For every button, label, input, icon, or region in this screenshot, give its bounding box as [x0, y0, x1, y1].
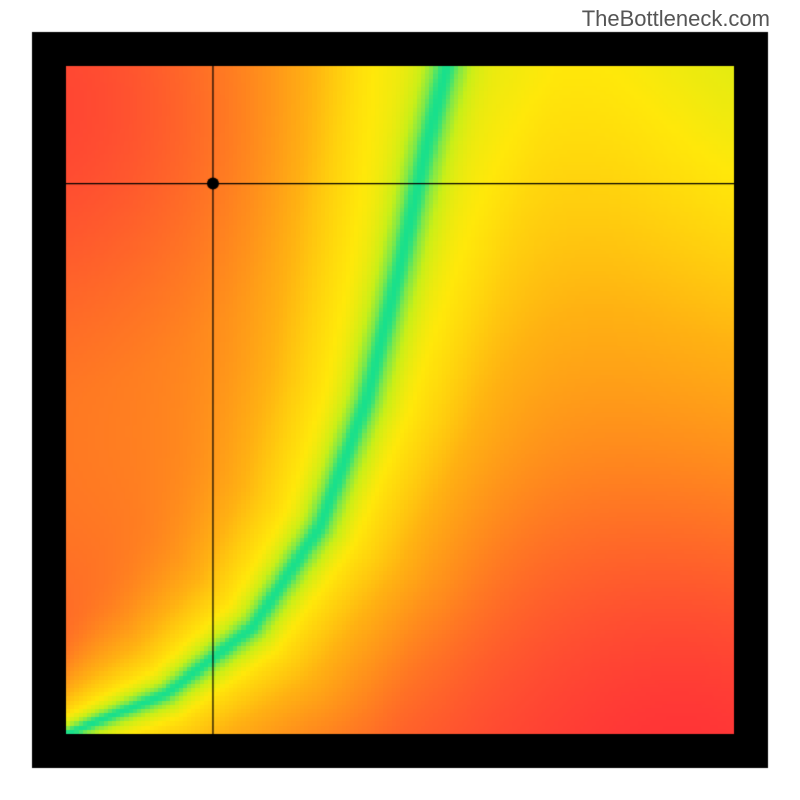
watermark-text: TheBottleneck.com	[582, 6, 770, 32]
chart-container: TheBottleneck.com	[0, 0, 800, 800]
heatmap-canvas	[0, 0, 800, 800]
